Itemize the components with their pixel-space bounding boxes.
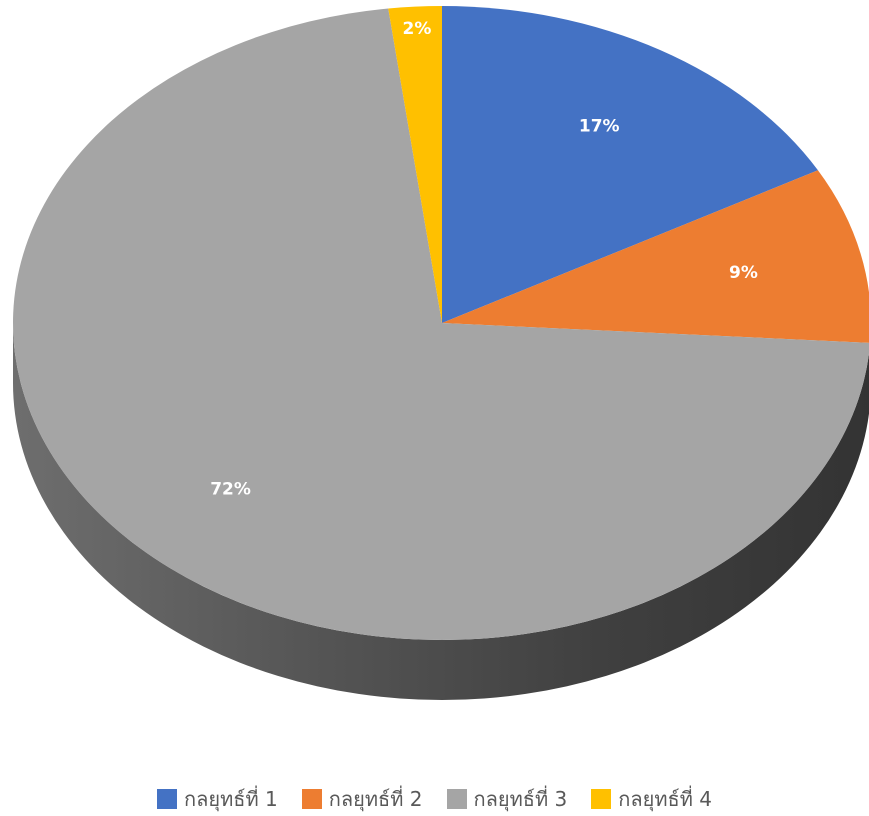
pie-side-surface bbox=[13, 323, 869, 700]
legend-item-1: กลยุทธ์ที่ 1 bbox=[157, 783, 278, 815]
data-label-2: 9% bbox=[729, 263, 758, 283]
legend-item-2: กลยุทธ์ที่ 2 bbox=[301, 783, 423, 815]
pie-side bbox=[13, 323, 869, 700]
legend-label-2: กลยุทธ์ที่ 2 bbox=[328, 787, 423, 811]
pie-labels: 17% 9% 72% 2% bbox=[210, 19, 758, 500]
data-label-3: 72% bbox=[210, 479, 251, 499]
pie-chart: 17% 9% 72% 2% bbox=[13, 6, 869, 700]
pie-slice-3 bbox=[13, 8, 869, 640]
legend-label-4: กลยุทธ์ที่ 4 bbox=[618, 787, 712, 811]
pie-slices bbox=[13, 6, 869, 640]
legend-item-3: กลยุทธ์ที่ 3 bbox=[446, 783, 568, 815]
data-label-1: 17% bbox=[579, 117, 620, 137]
legend-item-4: กลยุทธ์ที่ 4 bbox=[591, 783, 712, 815]
legend-label-1: กลยุทธ์ที่ 1 bbox=[184, 787, 278, 811]
legend-label-3: กลยุทธ์ที่ 3 bbox=[473, 787, 568, 811]
pie-slice-4 bbox=[388, 6, 442, 323]
pie-slice-2 bbox=[442, 170, 869, 343]
legend-swatch-1 bbox=[157, 789, 177, 809]
pie-slice-1 bbox=[442, 6, 818, 323]
data-label-4: 2% bbox=[403, 19, 432, 39]
legend-swatch-3 bbox=[446, 789, 467, 809]
legend-swatch-2 bbox=[301, 789, 322, 809]
legend: กลยุทธ์ที่ 1 กลยุทธ์ที่ 2 กลยุทธ์ที่ 3 กลยุ… bbox=[0, 784, 869, 814]
legend-swatch-4 bbox=[591, 789, 612, 809]
